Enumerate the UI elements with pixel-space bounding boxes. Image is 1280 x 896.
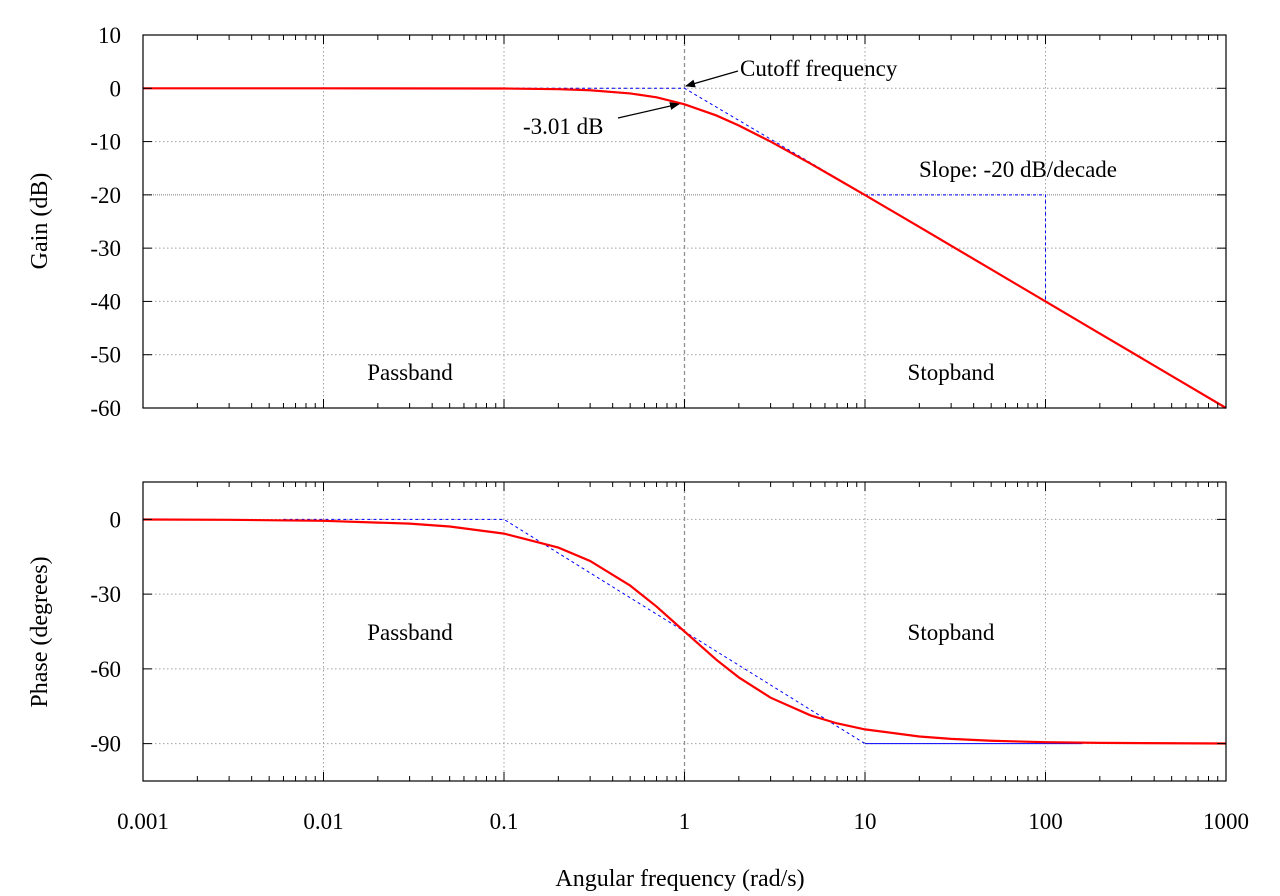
phase-stopband-label: Stopband xyxy=(908,620,995,645)
x-tick-label: 0.001 xyxy=(117,809,169,834)
gain-y-axis-title: Gain (dB) xyxy=(27,173,53,270)
minus3db-label: -3.01 dB xyxy=(523,114,604,139)
phase-y-tick-label: -30 xyxy=(90,582,121,607)
gain-y-tick-label: 10 xyxy=(98,23,121,48)
gain-stopband-label: Stopband xyxy=(908,360,995,385)
x-tick-label: 1 xyxy=(679,809,691,834)
gain-y-tick-label: -10 xyxy=(90,130,121,155)
gain-curves xyxy=(143,87,1227,409)
gain-response-curve xyxy=(143,87,1227,409)
gain-y-tick-label: -20 xyxy=(90,183,121,208)
phase-asymptotes xyxy=(283,518,1083,745)
x-tick-label: 100 xyxy=(1028,809,1063,834)
phase-ticks xyxy=(142,482,1227,781)
phase-y-tick-label: 0 xyxy=(110,507,122,532)
gain-y-tick-label: 0 xyxy=(110,76,122,101)
gain-asymptote-line xyxy=(865,194,1046,302)
x-tick-label: 0.1 xyxy=(490,809,519,834)
phase-y-tick-label: -60 xyxy=(90,657,121,682)
phase-passband-label: Passband xyxy=(367,620,453,645)
phase-y-tick-label: -90 xyxy=(90,732,121,757)
phase-plot: 0 -30 -60 -90 0.001 0.01 0.1 1 10 100 1000 Phase (… xyxy=(27,481,1249,892)
phase-asymptote-line xyxy=(283,518,866,745)
gain-y-tick-label: -40 xyxy=(90,289,121,314)
cutoff-arrow xyxy=(685,70,739,88)
gain-passband-label: Passband xyxy=(367,360,453,385)
x-tick-label: 0.01 xyxy=(303,809,343,834)
phase-curves xyxy=(142,518,1227,745)
gain-grid xyxy=(143,35,1226,408)
phase-y-axis-title: Phase (degrees) xyxy=(27,556,53,707)
gain-y-tick-label: -50 xyxy=(90,343,121,368)
minus3db-arrow xyxy=(617,102,680,119)
gain-plot-frame xyxy=(142,34,1227,409)
gain-y-tick-label: -60 xyxy=(90,396,121,421)
gain-y-tick-label: -30 xyxy=(90,236,121,261)
x-tick-label: 1000 xyxy=(1203,809,1249,834)
x-axis-title: Angular frequency (rad/s) xyxy=(555,866,804,892)
gain-plot: 10 0 -10 -20 -30 -40 -50 -60 Gain (dB) Cutoff f… xyxy=(27,23,1227,421)
phase-grid xyxy=(143,482,1226,781)
gain-tick-labels: 10 0 -10 -20 -30 -40 -50 -60 xyxy=(90,23,121,421)
x-tick-label: 10 xyxy=(854,809,877,834)
phase-tick-labels: 0 -30 -60 -90 0.001 0.01 0.1 1 10 100 1000 xyxy=(90,507,1249,834)
phase-response-curve xyxy=(142,518,1227,745)
slope-label: Slope: -20 dB/decade xyxy=(919,157,1117,182)
cutoff-frequency-label: Cutoff frequency xyxy=(740,56,898,81)
phase-plot-frame xyxy=(142,481,1227,782)
